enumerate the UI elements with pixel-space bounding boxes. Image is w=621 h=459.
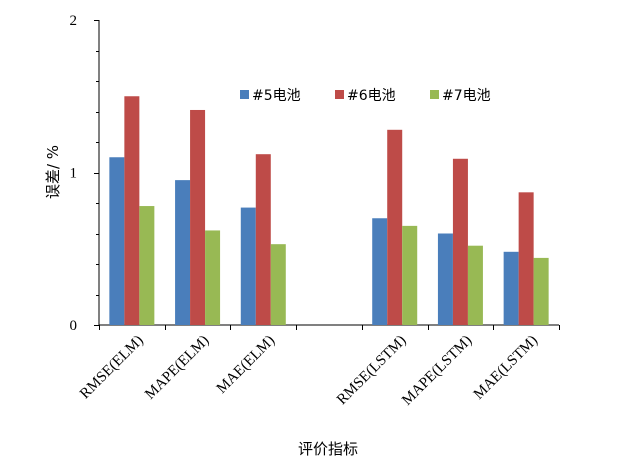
bar <box>270 244 286 325</box>
legend-swatch <box>335 90 344 99</box>
category-label: MAE(LSTM) <box>471 333 541 403</box>
x-axis-title: 评价指标 <box>298 440 358 458</box>
category-label: RMSE(LSTM) <box>334 333 410 409</box>
legend-swatch <box>430 90 439 99</box>
bar <box>139 206 155 325</box>
bar <box>109 157 125 325</box>
bar <box>205 230 221 325</box>
legend-label: #7电池 <box>442 88 491 104</box>
bar <box>503 251 519 325</box>
category-label: MAE(ELM) <box>214 333 278 397</box>
bar <box>240 207 256 325</box>
category-label: MAPE(ELM) <box>142 333 212 403</box>
category-label: RMSE(ELM) <box>77 333 147 403</box>
bar <box>387 129 403 325</box>
y-tick-labels: 0 1 2 <box>70 13 78 334</box>
legend-label: #6电池 <box>347 88 396 104</box>
bar <box>437 233 453 325</box>
bars <box>109 96 549 325</box>
y-tick-label: 0 <box>70 318 78 334</box>
y-tick-label: 2 <box>70 13 78 29</box>
legend: #5电池 #6电池 #7电池 <box>240 88 491 104</box>
bar <box>175 180 191 325</box>
bar <box>124 96 140 325</box>
bar <box>190 109 206 325</box>
legend-label: #5电池 <box>252 88 301 104</box>
bar <box>533 257 549 325</box>
bar <box>255 154 271 325</box>
legend-swatch <box>240 90 249 99</box>
bar <box>402 225 418 325</box>
y-tick-label: 1 <box>70 166 78 182</box>
bar <box>518 192 534 325</box>
bar <box>452 158 468 325</box>
bar <box>467 245 483 325</box>
category-labels: RMSE(ELM)MAPE(ELM) MAE(ELM) RMSE(LSTM)MAPE… <box>77 333 541 409</box>
bar <box>372 218 388 325</box>
y-axis-title: 误差/ % <box>44 145 62 199</box>
category-label: MAPE(LSTM) <box>399 333 475 409</box>
axes <box>94 20 560 330</box>
